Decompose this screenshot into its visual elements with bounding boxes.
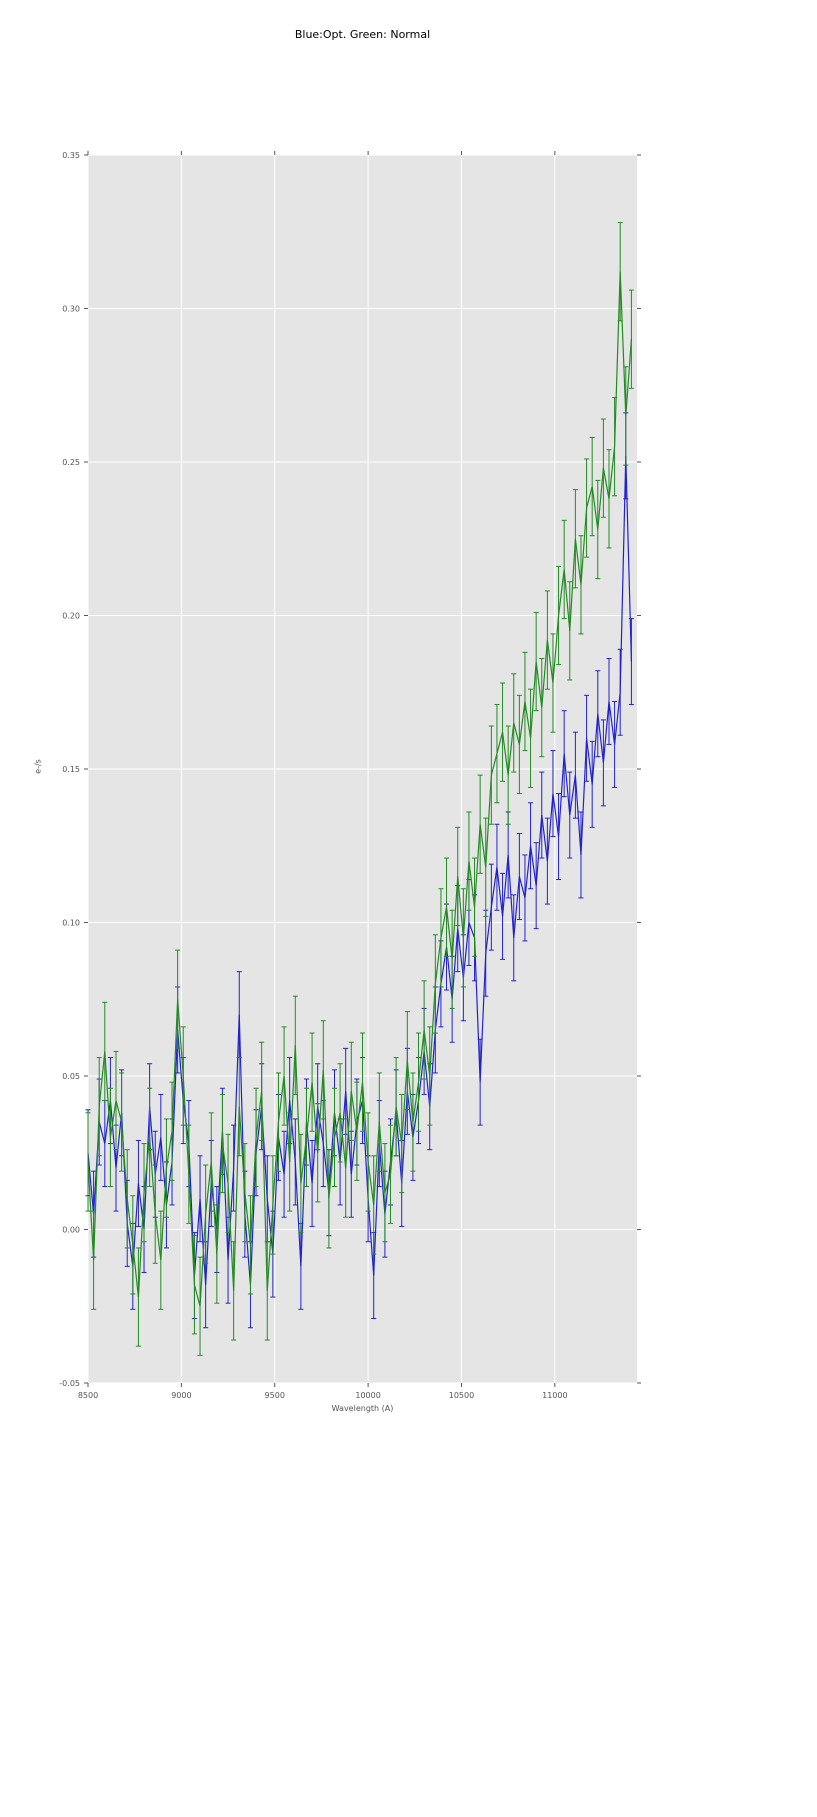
chart-title: Blue:Opt. Green: Normal — [294, 28, 431, 41]
y-tick-label: 0.30 — [62, 305, 80, 314]
x-tick-label: 11000 — [542, 1391, 567, 1400]
x-tick-label: 9000 — [171, 1391, 191, 1400]
y-tick-label: 0.15 — [62, 765, 80, 774]
y-tick-label: 0.00 — [62, 1226, 80, 1235]
x-tick-label: 10000 — [355, 1391, 380, 1400]
x-axis-label: Wavelength (A) — [331, 1404, 394, 1413]
y-tick-label: 0.05 — [62, 1072, 80, 1081]
y-tick-label: 0.25 — [62, 458, 80, 467]
y-axis-label: e-/s — [33, 759, 43, 774]
series-green — [85, 222, 634, 1356]
x-tick-label: 9500 — [265, 1391, 285, 1400]
y-tick-label: 0.20 — [62, 612, 80, 621]
x-tick-label: 10500 — [449, 1391, 474, 1400]
y-tick-label: 0.10 — [62, 919, 80, 928]
x-tick-label: 8500 — [78, 1391, 98, 1400]
y-tick-label: -0.05 — [59, 1379, 80, 1388]
y-tick-label: 0.35 — [62, 151, 80, 160]
